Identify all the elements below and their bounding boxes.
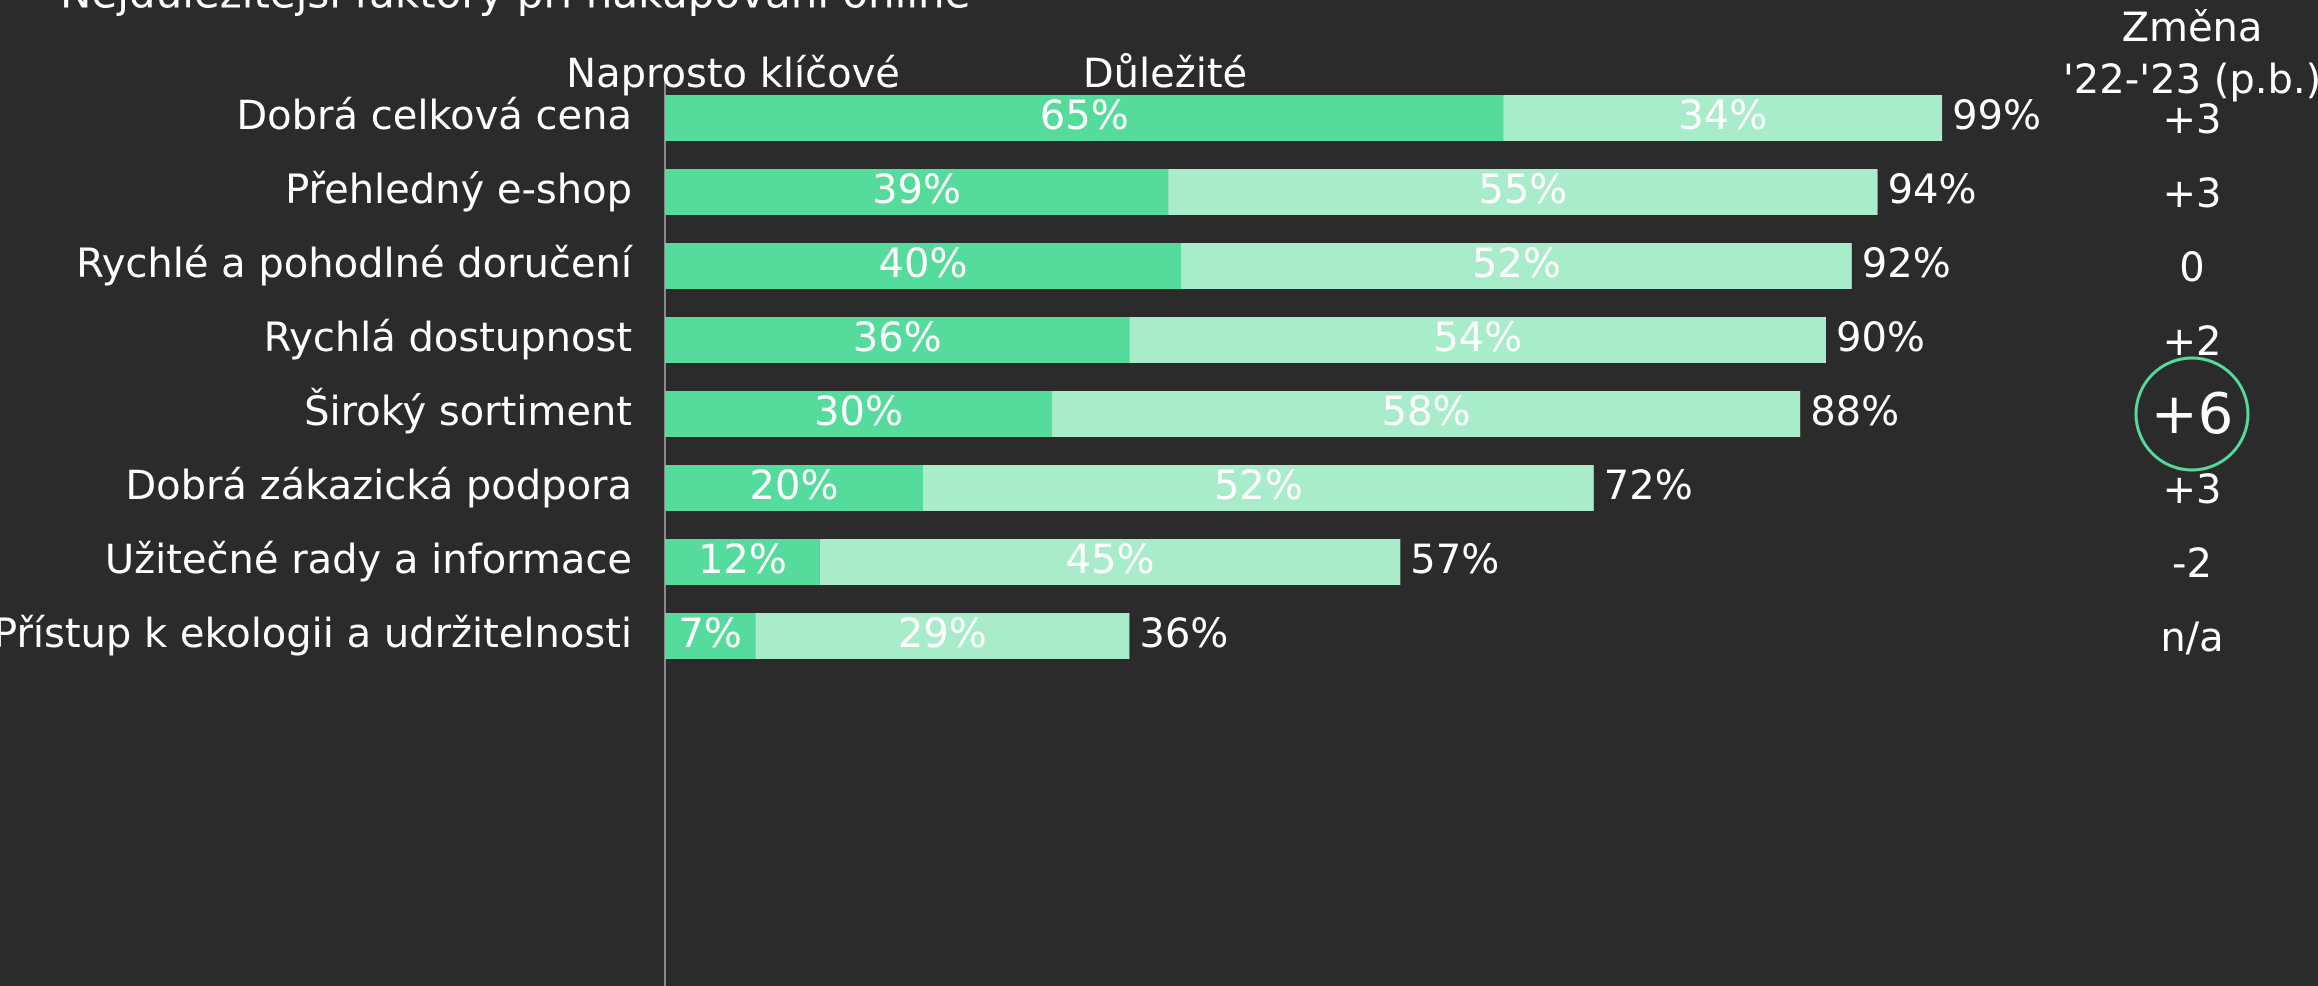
value-label: 58% [1382,389,1471,435]
change-label: +3 [2163,467,2222,513]
value-label: 20% [750,463,839,509]
value-label: 29% [898,611,987,657]
category-label: Rychlé a pohodlné doručení [76,241,634,287]
total-label: 72% [1604,463,1693,509]
chart-title: Nejdůležitější faktory při nakupování on… [60,0,970,18]
category-label: Dobrá zákazická podpora [125,463,632,509]
change-label: +3 [2163,97,2222,143]
value-label: 40% [879,241,968,287]
highlight-circle [2134,356,2250,472]
category-label: Široký sortiment [304,387,632,435]
bar-segment [755,613,1130,659]
category-label: Dobrá celková cena [236,93,632,139]
change-label: -2 [2172,541,2212,587]
bar-segment [1503,95,1943,141]
total-label: 90% [1836,315,1925,361]
bar-segment [665,539,820,585]
change-label: n/a [2160,615,2223,661]
value-label: 30% [814,389,903,435]
change-label: +3 [2163,171,2222,217]
value-label: 54% [1433,315,1522,361]
bar-segment [665,391,1052,437]
bar-segment [819,539,1401,585]
total-label: 57% [1410,537,1499,583]
total-label: 99% [1952,93,2041,139]
value-label: 65% [1040,93,1129,139]
bar-segment [665,613,756,659]
bar-segment [665,95,1504,141]
value-label: 45% [1066,537,1155,583]
value-label: 34% [1678,93,1767,139]
bar-segment [923,465,1594,511]
bar-segment [665,169,1169,215]
legend-label: Naprosto klíčové [566,51,900,97]
change-label: 0 [2179,245,2204,291]
bar-segment [665,243,1181,289]
category-label: Přehledný e-shop [285,167,632,213]
change-label: +6 [2151,382,2234,447]
change-header: '22-'23 (p.b.) [2063,57,2318,103]
change-header: Změna [2122,5,2263,51]
value-label: 52% [1214,463,1303,509]
bar-segment [1168,169,1878,215]
category-label: Přístup k ekologii a udržitelnosti [0,611,632,657]
bar-segment [665,465,923,511]
value-label: 36% [853,315,942,361]
bar-segment [1181,243,1852,289]
total-label: 94% [1888,167,1977,213]
value-label: 52% [1472,241,1561,287]
total-label: 92% [1862,241,1951,287]
bar-segment [665,317,1130,363]
value-label: 39% [872,167,961,213]
value-label: 12% [698,537,787,583]
legend-label: Důležité [1083,51,1247,97]
total-label: 88% [1810,389,1899,435]
bar-segment [1129,317,1826,363]
category-label: Užitečné rady a informace [105,537,632,583]
value-label: 55% [1478,167,1567,213]
total-label: 36% [1139,611,1228,657]
bar-segment [1052,391,1801,437]
value-label: 7% [678,611,741,657]
category-label: Rychlá dostupnost [264,315,632,361]
